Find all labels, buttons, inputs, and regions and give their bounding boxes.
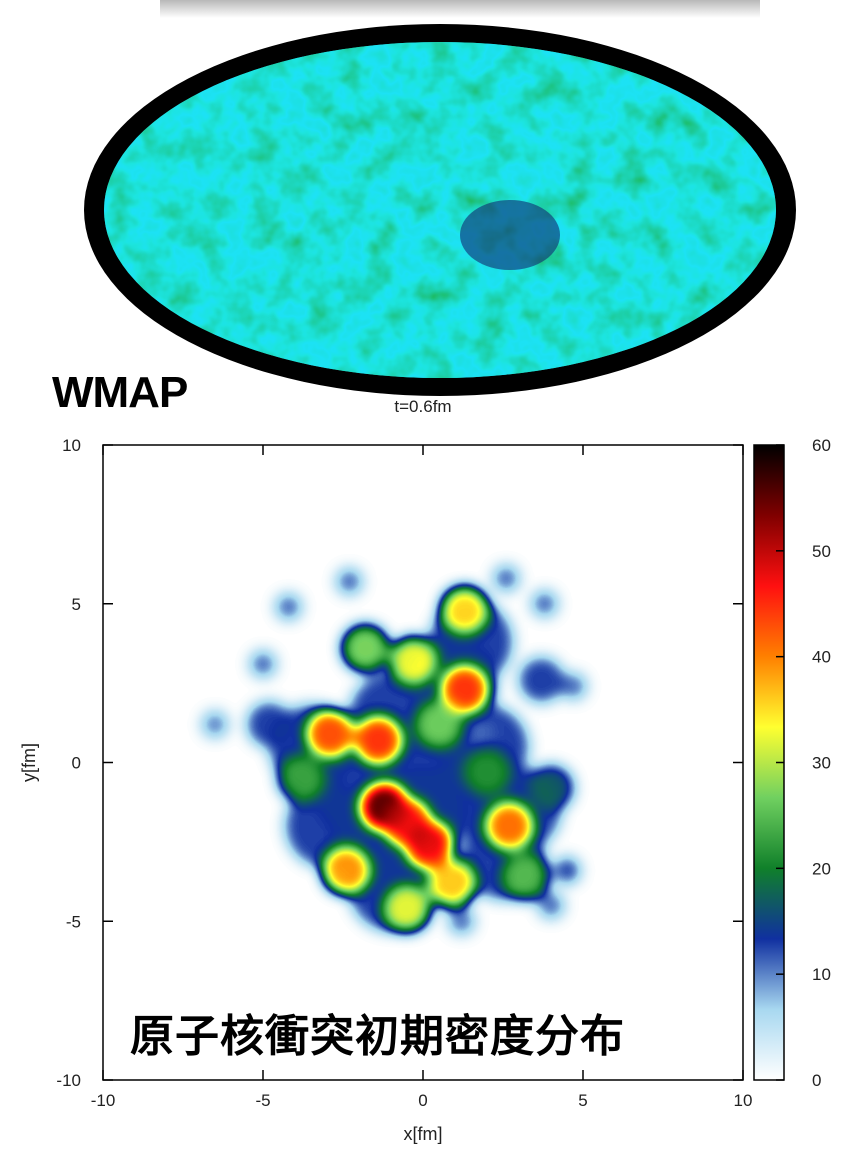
density-hotspot (341, 624, 390, 673)
density-hotspot (306, 709, 355, 758)
density-isolated-blob (491, 563, 521, 593)
y-tick-label: 10 (62, 436, 81, 455)
y-tick-label: -5 (66, 912, 81, 931)
colorbar-tick-label: 20 (812, 859, 831, 878)
density-isolated-blob (200, 710, 230, 739)
density-hotspot (501, 852, 550, 901)
density-hotspot (322, 846, 371, 895)
y-tick-label: 0 (72, 754, 81, 773)
density-hotspot (463, 748, 511, 797)
density-isolated-blob (248, 649, 278, 679)
heat-blobs (103, 445, 743, 1080)
density-isolated-blob (530, 589, 559, 619)
colorbar-ticks: 0 10 20 30 40 50 60 (776, 436, 831, 1090)
x-tick-label: 0 (418, 1091, 427, 1110)
x-tick-label: 10 (734, 1091, 753, 1110)
wmap-label: WMAP (52, 368, 188, 417)
density-isolated-blob (447, 906, 476, 936)
density-hotspot (517, 655, 566, 704)
y-axis-title: y[fm] (19, 743, 39, 782)
ticks-layer: -10 -5 0 5 10 -10 -5 0 5 10 (56, 436, 752, 1110)
x-tick-label: 5 (578, 1091, 587, 1110)
colorbar-tick-label: 40 (812, 648, 831, 667)
density-hotspot (245, 700, 294, 749)
x-tick-label: -10 (91, 1091, 116, 1110)
density-isolated-blob (536, 890, 566, 920)
density-hotspot (383, 798, 431, 847)
density-hotspot (354, 716, 403, 765)
density-hotspot (415, 700, 463, 749)
heat-layer (103, 445, 743, 1080)
density-isolated-blob (466, 719, 495, 749)
y-tick-label: 5 (72, 595, 81, 614)
density-hotspot (277, 754, 326, 803)
annotation-caption: 原子核衝突初期密度分布 (130, 1011, 625, 1062)
y-tick-label: -10 (56, 1071, 81, 1090)
density-hotspot (440, 665, 489, 714)
density-hotspot (440, 586, 489, 635)
density-isolated-blob (335, 567, 364, 596)
wmap-sky-map (84, 24, 796, 396)
density-hotspot (427, 859, 476, 908)
density-hotspot (527, 763, 575, 812)
density-hotspot (485, 802, 534, 850)
density-isolated-blob (559, 671, 588, 701)
top-shadow (160, 0, 760, 18)
x-tick-label: -5 (255, 1091, 270, 1110)
colorbar-tick-label: 0 (812, 1071, 821, 1090)
density-hotspot (389, 636, 438, 685)
colorbar-tick-label: 30 (812, 754, 831, 773)
density-heatmap-chart: t=0.6fm -10 -5 0 5 10 -10 -5 0 5 10 x[fm] y[fm] 0… (19, 397, 831, 1144)
density-hotspot (383, 884, 431, 933)
density-isolated-blob (274, 592, 303, 622)
density-isolated-blob (552, 856, 582, 885)
colorbar-tick-label: 50 (812, 542, 831, 561)
x-axis-title: x[fm] (404, 1124, 443, 1144)
colorbar-tick-label: 60 (812, 436, 831, 455)
chart-title: t=0.6fm (394, 397, 451, 416)
colorbar-tick-label: 10 (812, 965, 831, 984)
